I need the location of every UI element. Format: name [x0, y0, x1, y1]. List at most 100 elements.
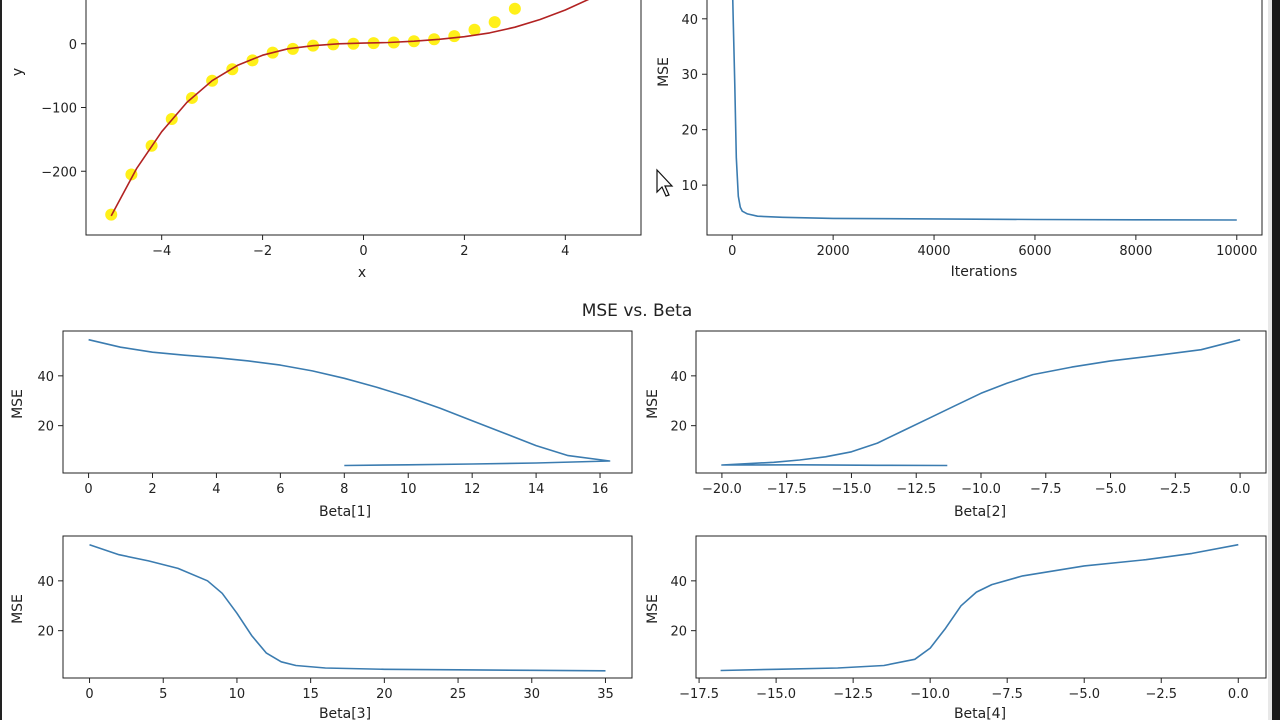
- x-tick-label: −7.5: [1030, 482, 1062, 497]
- x-tick-label: 10: [400, 482, 417, 497]
- x-tick-label: 6000: [1018, 244, 1051, 259]
- x-tick-label: 0: [359, 244, 367, 259]
- x-tick-label: 0: [84, 482, 92, 497]
- x-tick-label: 4: [561, 244, 569, 259]
- panel-beta1: 0 2 4 6 8 10 12 14 16 20 40 Beta[1] MSE: [10, 330, 633, 520]
- mse-line: [88, 338, 611, 467]
- x-tick-label: −15.0: [832, 482, 872, 497]
- x-axis-label: Beta[1]: [319, 504, 371, 520]
- x-tick-label: 4: [212, 482, 220, 497]
- panel-iterations: 0 2000 4000 6000 8000 10000 10 20 30 40 Iterations…: [656, 0, 1263, 280]
- x-tick-label: 12: [464, 482, 481, 497]
- x-tick-label: 15: [302, 687, 319, 702]
- fit-data: [105, 0, 590, 221]
- x-tick-label: 0: [728, 244, 736, 259]
- window-border-right: [1272, 0, 1280, 720]
- mouse-cursor-icon: [656, 168, 674, 197]
- x-tick-label: −17.5: [679, 687, 719, 702]
- x-tick-label: 0: [85, 687, 93, 702]
- y-axis-label: y: [10, 68, 26, 76]
- x-tick-label: −7.5: [991, 687, 1023, 702]
- x-tick-label: 6: [276, 482, 284, 497]
- x-tick-label: 10: [229, 687, 246, 702]
- beta4-data: [720, 543, 1239, 672]
- x-tick-label: −20.0: [702, 482, 742, 497]
- y-tick-label: 30: [681, 68, 698, 83]
- y-tick-label: 20: [670, 420, 687, 435]
- x-tick-label: 14: [528, 482, 545, 497]
- x-tick-label: −10.0: [961, 482, 1001, 497]
- data-point: [488, 16, 501, 29]
- y-tick-label: −200: [41, 165, 77, 180]
- y-axis-label: MSE: [645, 389, 661, 419]
- y-tick-label: 40: [681, 13, 698, 28]
- x-axis-label: Iterations: [951, 264, 1018, 280]
- mse-line: [721, 338, 1241, 467]
- axes-frame: [62, 330, 633, 474]
- x-tick-label: −15.0: [756, 687, 796, 702]
- x-axis-label: Beta[3]: [319, 706, 371, 720]
- panel-beta4: −17.5 −15.0 −12.5 −10.0 −7.5 −5.0 −2.5 0.0 20 40 B…: [645, 535, 1267, 720]
- x-tick-label: −5.0: [1068, 687, 1100, 702]
- axes-frame: [706, 0, 1263, 236]
- x-tick-label: 35: [597, 687, 614, 702]
- y-tick-label: 10: [681, 179, 698, 194]
- x-tick-label: 2: [460, 244, 468, 259]
- x-tick-label: 0.0: [1230, 482, 1251, 497]
- mse-line: [720, 543, 1239, 672]
- y-axis-label: MSE: [656, 57, 672, 87]
- mse-line: [731, 0, 1237, 221]
- x-tick-label: 2000: [817, 244, 850, 259]
- panel-fit: −4 −2 0 2 4 −200 −100 0 x y: [10, 0, 642, 281]
- y-tick-label: 20: [37, 420, 54, 435]
- x-tick-label: 4000: [917, 244, 950, 259]
- y-tick-label: −100: [41, 102, 77, 117]
- x-tick-label: 30: [523, 687, 540, 702]
- x-tick-label: 8: [340, 482, 348, 497]
- y-tick-label: 40: [37, 575, 54, 590]
- window-border-left: [0, 0, 2, 720]
- beta1-data: [88, 338, 611, 467]
- y-axis-label: MSE: [645, 594, 661, 624]
- y-tick-label: 40: [37, 370, 54, 385]
- x-tick-label: 5: [159, 687, 167, 702]
- data-point: [448, 30, 461, 43]
- x-tick-label: 0.0: [1228, 687, 1249, 702]
- mse-line: [89, 543, 606, 672]
- x-tick-label: −12.5: [896, 482, 936, 497]
- data-point: [508, 2, 521, 15]
- y-tick-label: 40: [670, 370, 687, 385]
- beta2-data: [721, 338, 1241, 467]
- axes-frame: [695, 535, 1267, 679]
- axes-frame: [62, 535, 633, 679]
- x-tick-label: −2.5: [1160, 482, 1192, 497]
- x-tick-label: 10000: [1216, 244, 1257, 259]
- x-axis-label: Beta[4]: [954, 706, 1006, 720]
- x-tick-label: −10.0: [910, 687, 950, 702]
- window-border-right-inner: [1268, 0, 1272, 720]
- x-tick-label: 16: [592, 482, 609, 497]
- x-tick-label: −12.5: [833, 687, 873, 702]
- y-axis-label: MSE: [10, 594, 26, 624]
- x-tick-label: 20: [376, 687, 393, 702]
- x-tick-label: 8000: [1119, 244, 1152, 259]
- x-tick-label: −17.5: [767, 482, 807, 497]
- x-tick-label: −2: [253, 244, 272, 259]
- data-point: [468, 23, 481, 36]
- x-tick-label: 2: [148, 482, 156, 497]
- x-axis-label: Beta[2]: [954, 504, 1006, 520]
- x-tick-label: −2.5: [1145, 687, 1177, 702]
- panel-beta3: 0 5 10 15 20 25 30 35 20 40 Beta[3] MSE: [10, 535, 633, 720]
- y-tick-label: 0: [69, 38, 77, 53]
- panel-beta2: −20.0 −17.5 −15.0 −12.5 −10.0 −7.5 −5.0 −2.5 0.0…: [645, 330, 1267, 520]
- y-axis-label: MSE: [10, 389, 26, 419]
- beta3-data: [89, 543, 606, 672]
- x-axis-label: x: [358, 265, 366, 281]
- x-tick-label: −5.0: [1095, 482, 1127, 497]
- y-tick-label: 20: [37, 625, 54, 640]
- y-tick-label: 20: [681, 124, 698, 139]
- suptitle: MSE vs. Beta: [582, 301, 693, 321]
- x-tick-label: −4: [152, 244, 171, 259]
- y-tick-label: 20: [670, 625, 687, 640]
